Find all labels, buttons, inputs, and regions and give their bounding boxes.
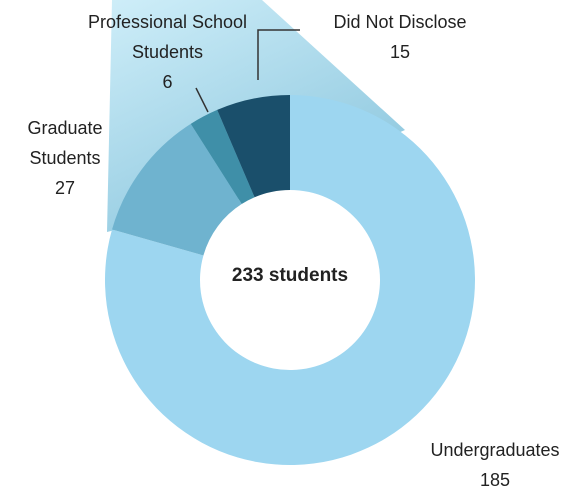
leader-line <box>195 87 209 113</box>
slice-label: Undergraduates 185 <box>405 435 585 489</box>
category-label: Graduate Students <box>27 118 103 168</box>
value-label: 15 <box>389 42 411 62</box>
donut-slice <box>190 109 255 205</box>
donut-slice <box>217 95 290 198</box>
value-label: 27 <box>54 178 76 198</box>
center-label: 233 students <box>231 265 349 286</box>
slice-label: Did Not Disclose 15 <box>305 7 495 67</box>
donut-slice <box>112 123 242 256</box>
category-label: Professional School Students <box>87 12 248 62</box>
value-label: 185 <box>479 470 511 489</box>
category-label: Undergraduates <box>430 440 560 460</box>
donut-slice <box>104 95 475 465</box>
slice-label: Graduate Students 27 <box>10 113 120 203</box>
value-label: 6 <box>162 72 173 92</box>
category-label: Did Not Disclose <box>333 12 467 32</box>
leader-line <box>257 29 300 80</box>
slice-label: Professional School Students 6 <box>85 7 250 97</box>
